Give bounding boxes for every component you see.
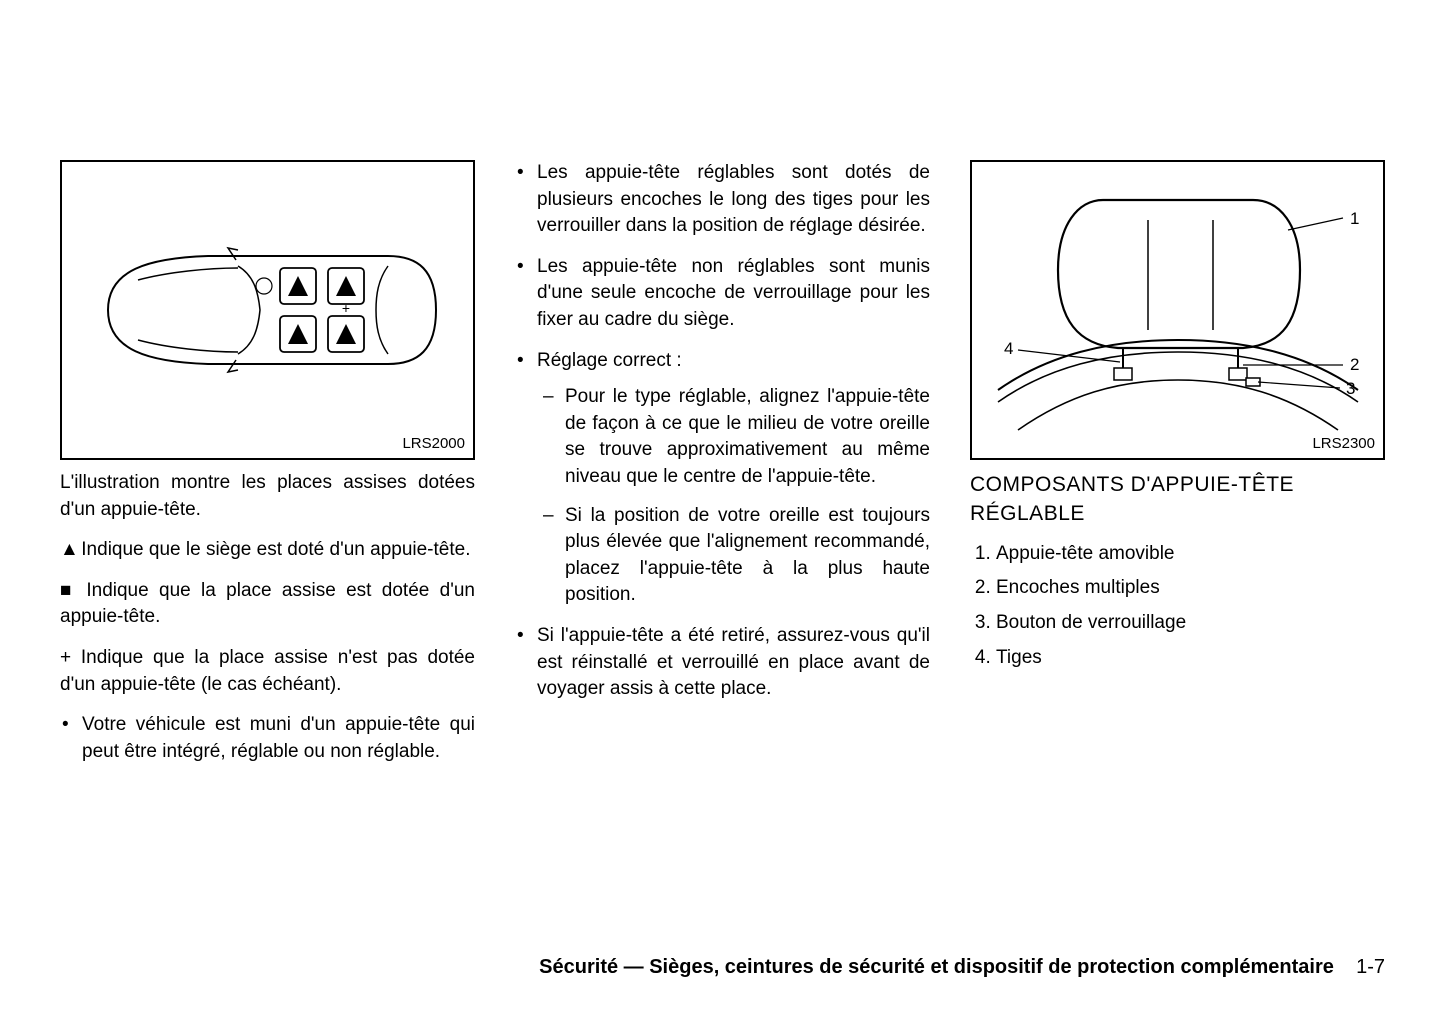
col2-b3: Réglage correct : Pour le type réglable,… <box>537 348 930 609</box>
legend-square: ■ Indique que la place assise est dotée … <box>60 578 475 631</box>
figure-1-label: LRS2000 <box>402 433 465 454</box>
figure-2-label: LRS2300 <box>1312 433 1375 454</box>
col2-b4: Si l'appuie-tête a été retiré, assurez-v… <box>537 623 930 703</box>
legend-plus: + Indique que la place assise n'est pas … <box>60 645 475 698</box>
callout-2: 2 <box>1350 355 1359 374</box>
footer-section: Sécurité — Sièges, ceintures de sécurité… <box>539 956 1334 978</box>
col2-b3-sub: Pour le type réglable, alignez l'appuie-… <box>537 384 930 609</box>
component-list: Appuie-tête amovible Encoches multiples … <box>970 541 1385 671</box>
column-2: Les appuie-tête réglables sont dotés de … <box>515 160 930 779</box>
col2-bullets: Les appuie-tête réglables sont dotés de … <box>515 160 930 703</box>
column-1: + LRS2000 L'illustration montre les plac… <box>60 160 475 779</box>
square-icon: ■ <box>60 578 76 605</box>
footer-page-number: 1-7 <box>1356 956 1385 978</box>
triangle-icon: ▲ <box>60 537 76 564</box>
page-footer: Sécurité — Sièges, ceintures de sécurité… <box>539 956 1385 979</box>
col1-bullet-1: Votre véhicule est muni d'un appuie-tête… <box>82 712 475 765</box>
headrest-diagram: 1 2 3 4 <box>988 170 1368 450</box>
section-title: COMPOSANTS D'APPUIE-TÊTE RÉGLABLE <box>970 470 1385 529</box>
figure-2-box: 1 2 3 4 LRS2300 <box>970 160 1385 460</box>
col2-b3-text: Réglage correct : <box>537 350 682 371</box>
column-3: 1 2 3 4 LRS2300 COMPOSANTS D'APPUIE-TÊTE… <box>970 160 1385 779</box>
content-columns: + LRS2000 L'illustration montre les plac… <box>60 160 1385 779</box>
legend-square-text: Indique que la place assise est dotée d'… <box>60 580 475 628</box>
svg-text:+: + <box>341 300 349 316</box>
component-2: Encoches multiples <box>996 575 1385 602</box>
legend-triangle-text: Indique que le siège est doté d'un appui… <box>81 539 470 560</box>
component-4: Tiges <box>996 645 1385 672</box>
callout-1: 1 <box>1350 209 1359 228</box>
col2-b3-s2: Si la position de votre oreille est touj… <box>565 503 930 609</box>
col1-bullets: Votre véhicule est muni d'un appuie-tête… <box>60 712 475 765</box>
figure-1-caption: L'illustration montre les places assises… <box>60 470 475 523</box>
car-top-diagram: + <box>88 210 448 410</box>
figure-1-box: + LRS2000 <box>60 160 475 460</box>
col2-b1: Les appuie-tête réglables sont dotés de … <box>537 160 930 240</box>
legend-triangle: ▲ Indique que le siège est doté d'un app… <box>60 537 475 564</box>
col2-b3-s1: Pour le type réglable, alignez l'appuie-… <box>565 384 930 490</box>
col2-b2: Les appuie-tête non réglables sont munis… <box>537 254 930 334</box>
callout-3: 3 <box>1346 379 1355 398</box>
component-1: Appuie-tête amovible <box>996 541 1385 568</box>
component-3: Bouton de verrouillage <box>996 610 1385 637</box>
callout-4: 4 <box>1004 339 1013 358</box>
